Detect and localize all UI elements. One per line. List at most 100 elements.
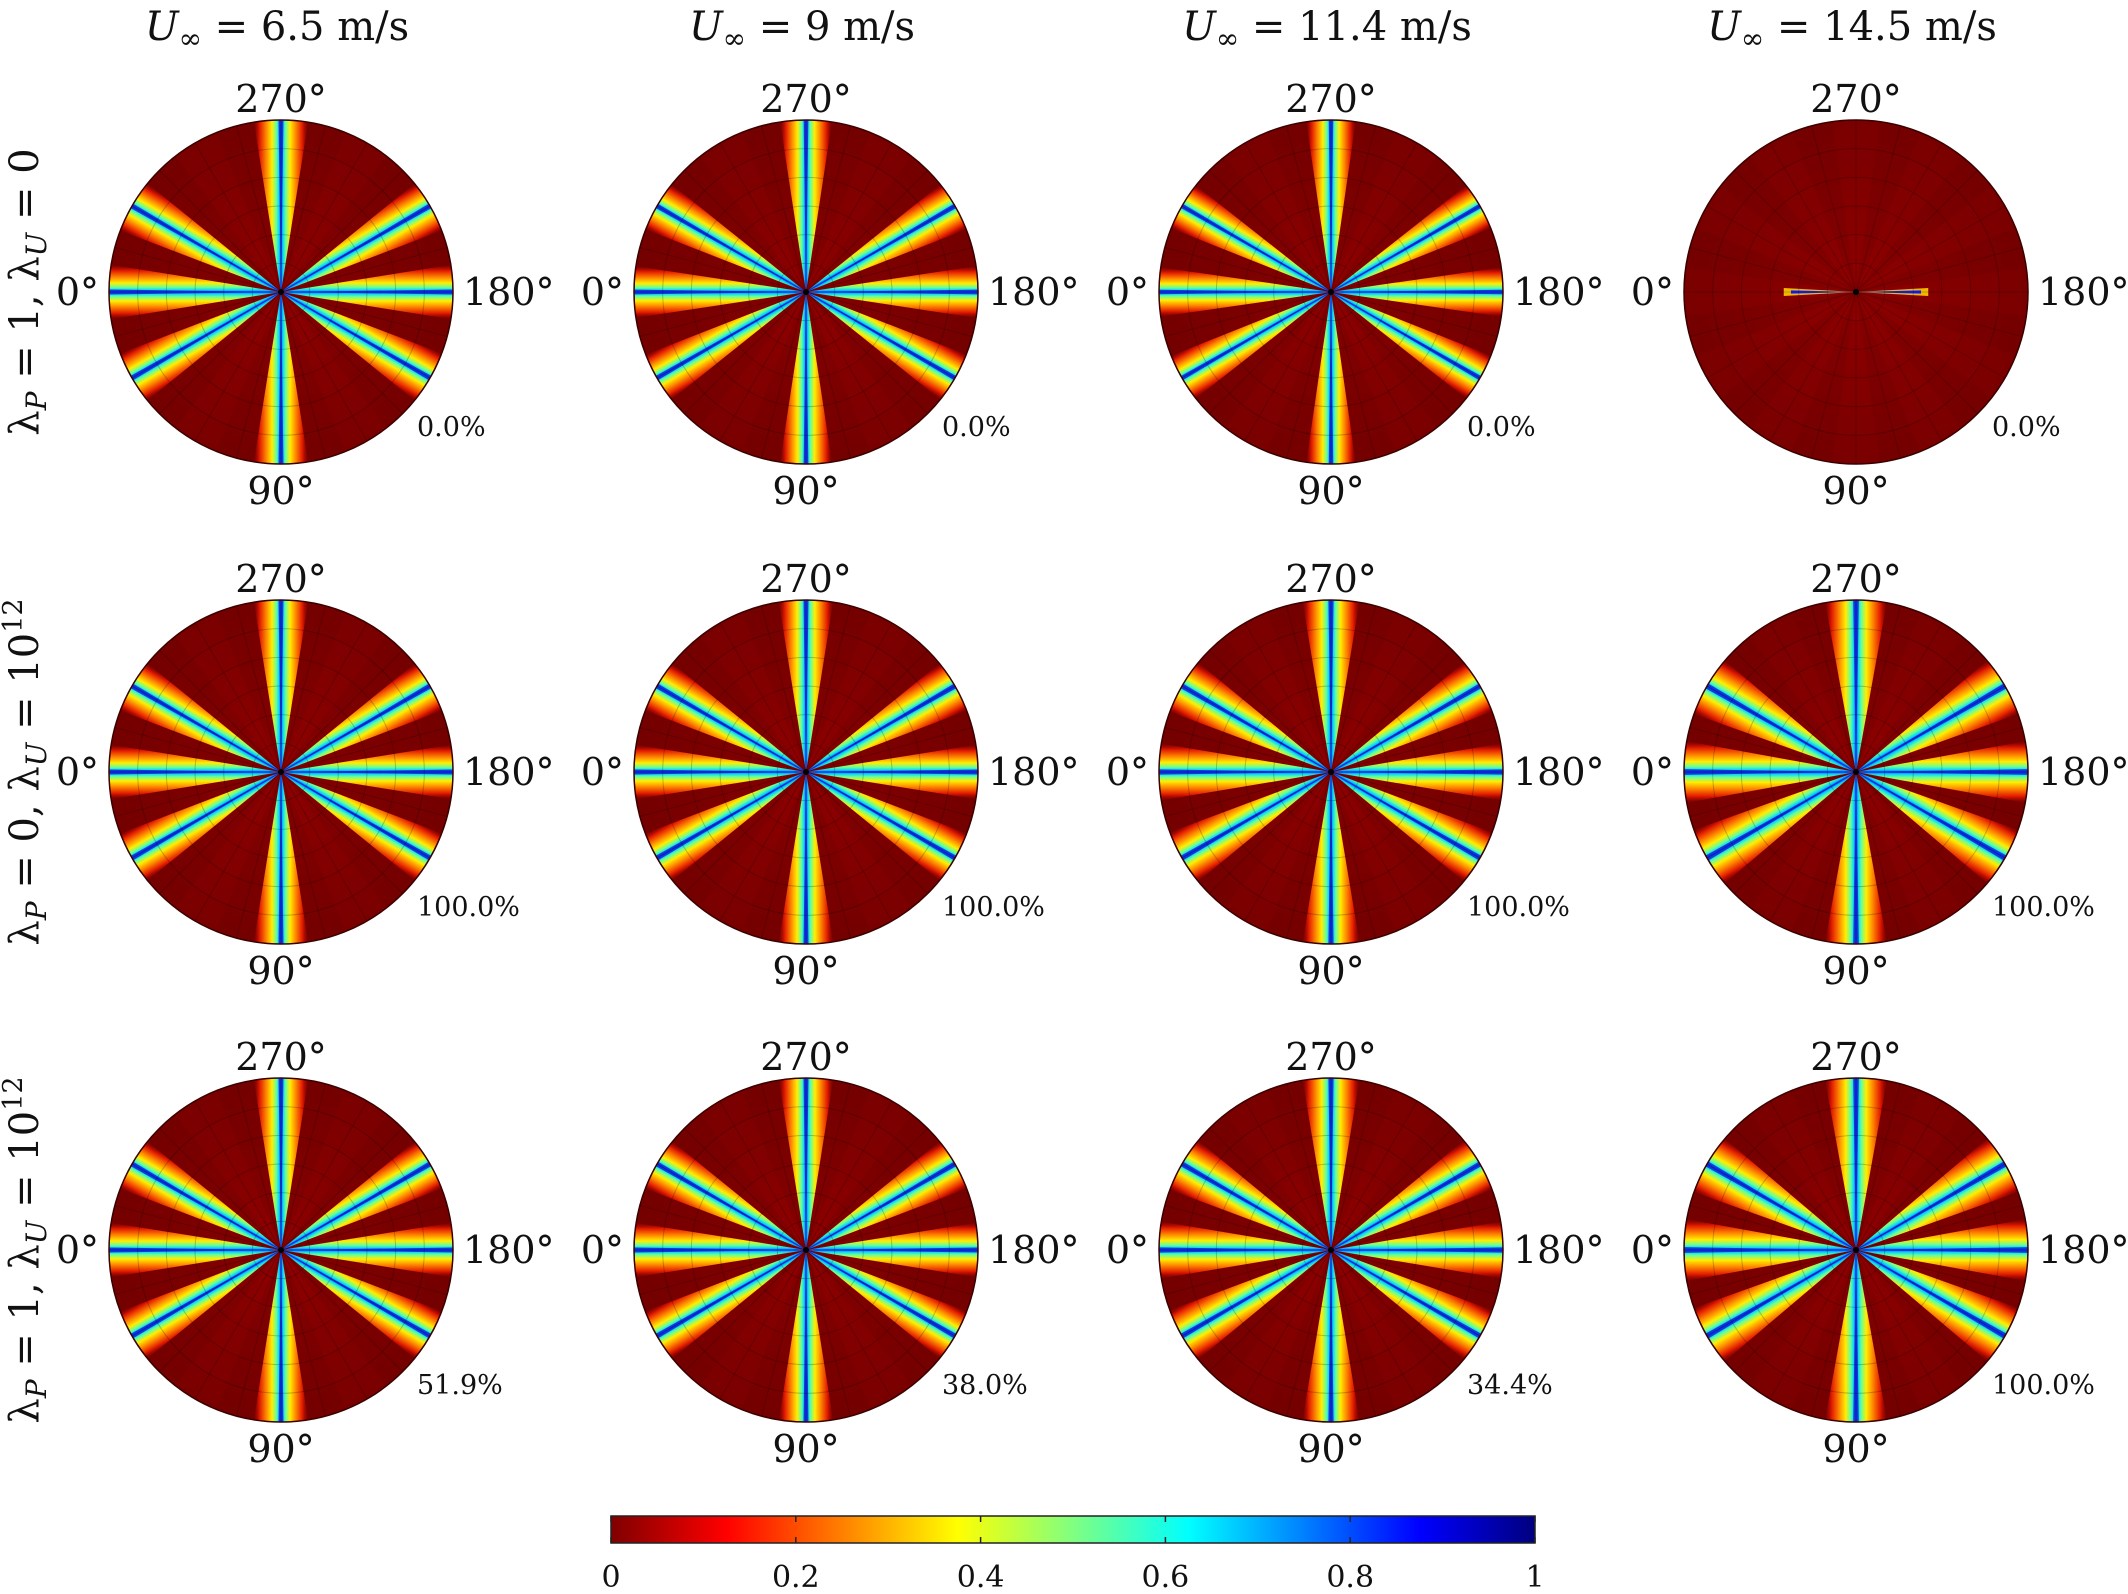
spoke-band-180 [1856, 740, 2028, 804]
angle-label-0: 0° [581, 270, 624, 314]
row-label-3: λP = 1, λU = 1012 [0, 1076, 53, 1423]
spoke-band-0 [1159, 266, 1331, 318]
angle-label-90: 90° [1822, 469, 1889, 513]
spoke-band-270 [252, 292, 310, 464]
spoke-band-0 [634, 1221, 806, 1279]
angle-label-270: 270° [1810, 77, 1902, 121]
spoke-band-0 [1684, 740, 1856, 804]
spoke-band-150 [806, 180, 972, 292]
angle-label-90: 90° [772, 949, 839, 993]
spoke-band-90 [777, 600, 835, 772]
spoke-band-150 [1331, 181, 1497, 292]
spoke-band-210 [1331, 1250, 1499, 1364]
polar-panel-r2c4: 270° 90° 0° 180° 100.0% [1631, 557, 2128, 993]
colorbar: 0 0.2 0.4 0.6 0.8 1 [601, 1515, 1545, 1594]
angle-label-180: 180° [463, 750, 555, 794]
angle-label-270: 270° [760, 1035, 852, 1079]
spoke-band-330 [114, 772, 281, 885]
angle-label-180: 180° [988, 750, 1080, 794]
spoke-band-270 [1305, 292, 1357, 464]
panel-annotation: 34.4% [1467, 1370, 1553, 1401]
angle-label-0: 0° [1631, 750, 1674, 794]
spoke-band-210 [281, 772, 448, 885]
spoke-band-0 [1783, 288, 1856, 296]
spoke-band-0 [634, 743, 806, 801]
spoke-band-330 [114, 1250, 281, 1363]
spoke-band-0 [634, 265, 806, 319]
spoke-band-90 [1824, 1078, 1888, 1250]
angle-label-270: 270° [235, 77, 327, 121]
polar-panel-r1c4: 270° 90° 0° 180° 0.0% [1631, 77, 2128, 513]
spoke-band-150 [281, 659, 448, 772]
spoke-band-270 [252, 1250, 310, 1422]
spoke-band-150 [1856, 656, 2025, 772]
angle-label-180: 180° [1513, 1228, 1605, 1272]
angle-label-180: 180° [2038, 270, 2128, 314]
angle-label-90: 90° [1297, 1427, 1364, 1471]
spoke-band-330 [114, 292, 281, 405]
panel-annotation: 51.9% [417, 1370, 503, 1401]
angle-label-180: 180° [463, 1228, 555, 1272]
spoke-band-30 [114, 1137, 281, 1250]
spoke-band-330 [640, 292, 806, 404]
spoke-band-30 [1163, 658, 1331, 772]
colorbar-tick-label: 0 [601, 1560, 620, 1594]
spoke-band-180 [1856, 1218, 2028, 1282]
spoke-band-270 [252, 772, 310, 944]
angle-label-0: 0° [581, 750, 624, 794]
spoke-band-210 [806, 1250, 973, 1363]
polar-panel-r3c2: 270° 90° 0° 180° 38.0% [581, 1035, 1080, 1471]
angle-label-180: 180° [988, 1228, 1080, 1272]
spoke-band-180 [281, 743, 453, 801]
row-label-1: λP = 1, λU = 0 [2, 148, 53, 435]
spoke-band-210 [1331, 772, 1499, 886]
polar-panels: 270° 90° 0° 180° 0.0% 270° 90° 0° 180° 0.0% 270° 90… [56, 77, 2128, 1471]
angle-label-90: 90° [1297, 949, 1364, 993]
spoke-band-30 [639, 659, 806, 772]
angle-label-270: 270° [235, 557, 327, 601]
spoke-band-180 [806, 743, 978, 801]
spoke-band-150 [806, 1137, 973, 1250]
angle-label-270: 270° [235, 1035, 327, 1079]
angle-label-180: 180° [2038, 1228, 2128, 1272]
row-label-2: λP = 0, λU = 1012 [0, 598, 53, 945]
angle-label-0: 0° [56, 270, 99, 314]
spoke-band-150 [281, 1137, 448, 1250]
spoke-band-270 [779, 292, 833, 464]
angle-label-270: 270° [1285, 557, 1377, 601]
spoke-band-180 [1331, 742, 1503, 802]
angle-label-0: 0° [1631, 270, 1674, 314]
panel-annotation: 0.0% [942, 412, 1011, 443]
column-title-2: U∞ = 9 m/s [689, 4, 915, 55]
panel-annotation: 100.0% [942, 892, 1045, 923]
spoke-band-150 [1331, 1136, 1499, 1250]
spoke-band-330 [1163, 772, 1331, 886]
angle-label-180: 180° [1513, 750, 1605, 794]
spoke-band-0 [109, 1221, 281, 1279]
angle-label-90: 90° [1297, 469, 1364, 513]
polar-panel-r1c1: 270° 90° 0° 180° 0.0% [56, 77, 555, 513]
spoke-band-210 [1331, 292, 1497, 403]
spoke-band-90 [1824, 600, 1888, 772]
spoke-band-330 [1687, 1250, 1856, 1366]
spoke-band-0 [109, 263, 281, 321]
panel-annotation: 100.0% [1467, 892, 1570, 923]
spoke-band-180 [281, 1221, 453, 1279]
angle-label-90: 90° [247, 1427, 314, 1471]
spoke-band-180 [806, 265, 978, 319]
spoke-band-180 [1856, 288, 1929, 296]
angle-label-180: 180° [463, 270, 555, 314]
panel-annotation: 100.0% [417, 892, 520, 923]
spoke-band-90 [252, 120, 310, 292]
spoke-band-0 [1159, 742, 1331, 802]
panel-annotation: 0.0% [1467, 412, 1536, 443]
row-labels: λP = 1, λU = 0 λP = 0, λU = 1012 λP = 1, λ… [0, 148, 53, 1423]
colorbar-gradient [610, 1515, 1536, 1544]
colorbar-tick-label: 1 [1525, 1560, 1544, 1594]
angle-label-0: 0° [56, 750, 99, 794]
spoke-band-270 [1824, 1250, 1888, 1422]
polar-panel-r2c3: 270° 90° 0° 180° 100.0% [1106, 557, 1605, 993]
angle-label-270: 270° [760, 557, 852, 601]
angle-label-180: 180° [988, 270, 1080, 314]
